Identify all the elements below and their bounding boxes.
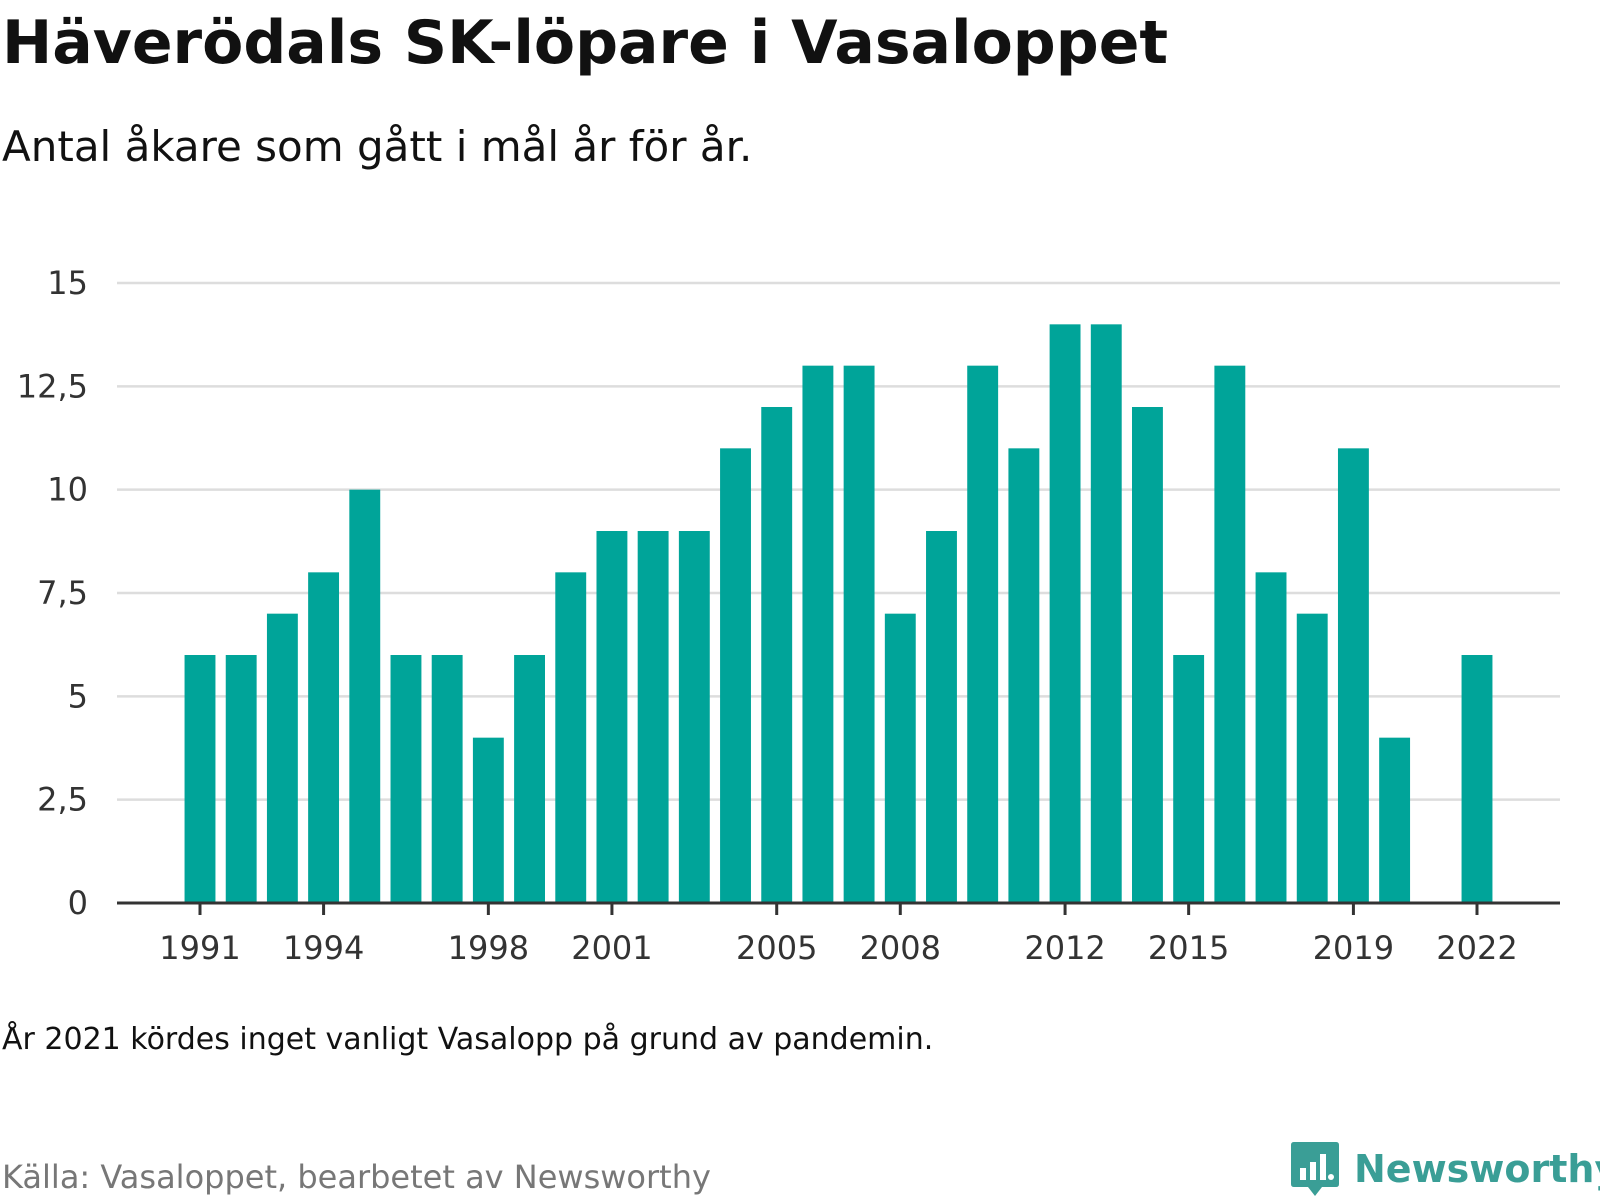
bar	[1461, 655, 1493, 903]
bar	[596, 531, 628, 903]
bar	[1214, 365, 1246, 904]
x-tick-label: 2012	[1024, 929, 1105, 967]
bar	[1132, 407, 1163, 903]
bar	[884, 613, 916, 903]
bar	[431, 655, 463, 903]
bar	[1008, 448, 1040, 903]
bar	[637, 531, 669, 903]
bar	[390, 655, 422, 903]
bar	[720, 448, 751, 903]
x-tick-label: 2005	[736, 929, 817, 967]
y-tick-label: 10	[47, 471, 88, 509]
x-tick-label: 1994	[283, 929, 364, 967]
bar	[1090, 324, 1122, 903]
bar-chart-speech-bubble-icon	[1291, 1142, 1339, 1196]
logo-text: Newsworthy	[1354, 1147, 1600, 1191]
bar	[761, 407, 793, 903]
bar	[843, 365, 875, 904]
bar-chart: 0 2,5 5 7,5 10 12,5 15 1991 1994 1998 2001 2005 2008…	[17, 264, 1560, 967]
bar	[1296, 613, 1328, 903]
bar	[1173, 655, 1205, 903]
chart-note: År 2021 kördes inget vanligt Vasalopp på…	[2, 1022, 934, 1057]
y-tick-label: 0	[68, 884, 88, 922]
bar	[225, 655, 257, 903]
chart-subtitle: Antal åkare som gått i mål år för år.	[2, 122, 753, 171]
x-tick-label: 2019	[1313, 929, 1394, 967]
x-tick-label: 2015	[1148, 929, 1229, 967]
bar	[308, 572, 340, 903]
y-tick-label: 5	[68, 677, 88, 715]
bar	[1049, 324, 1081, 903]
bar	[1379, 737, 1411, 903]
source-text: Källa: Vasaloppet, bearbetet av Newswort…	[2, 1158, 711, 1196]
y-tick-label: 12,5	[17, 367, 88, 405]
newsworthy-logo: Newsworthy	[1290, 1140, 1600, 1198]
bar	[514, 655, 545, 903]
x-tick-label: 2022	[1436, 929, 1517, 967]
bar	[802, 365, 834, 904]
bar	[555, 572, 587, 903]
x-tick-label: 2001	[571, 929, 652, 967]
bar	[349, 489, 381, 903]
x-tick-label: 2008	[860, 929, 941, 967]
bar	[967, 365, 999, 904]
y-tick-label: 7,5	[37, 574, 88, 612]
y-tick-label: 15	[47, 264, 88, 302]
bar	[472, 737, 504, 903]
bar	[678, 531, 710, 903]
x-tick-label: 1998	[448, 929, 529, 967]
bar	[184, 655, 216, 903]
bar	[926, 531, 957, 903]
x-tick-label: 1991	[159, 929, 240, 967]
bar	[1255, 572, 1287, 903]
bar	[266, 613, 298, 903]
chart-title: Häverödals SK-löpare i Vasaloppet	[2, 8, 1169, 78]
bar	[1337, 448, 1369, 903]
y-tick-label: 2,5	[37, 781, 88, 819]
